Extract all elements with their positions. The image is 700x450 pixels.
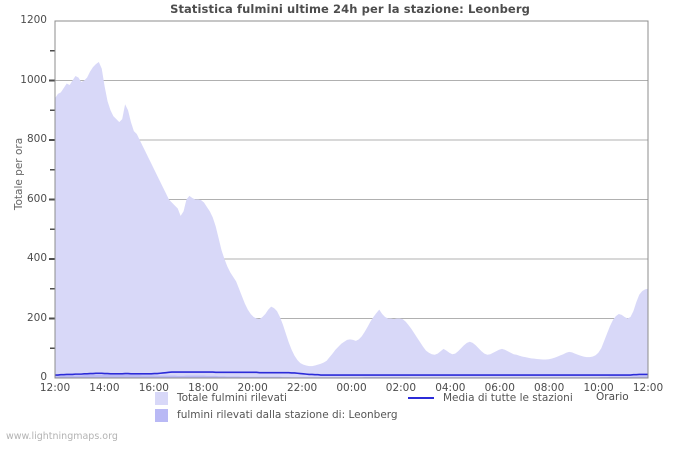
- legend-label-media: Media di tutte le stazioni: [443, 392, 573, 404]
- y-tick-label: 600: [26, 192, 47, 205]
- legend-item-totale: Totale fulmini rilevati: [155, 390, 287, 406]
- legend-swatch-totale: [155, 391, 168, 405]
- series-area-totale: [55, 62, 648, 379]
- x-tick-label: 22:00: [286, 382, 318, 394]
- x-tick-label: 12:00: [632, 382, 664, 394]
- x-tick-label: 16:00: [138, 382, 169, 394]
- legend-line-media: [408, 397, 434, 399]
- x-tick-label: 10:00: [583, 382, 614, 394]
- legend-swatch-leonberg: [155, 408, 168, 422]
- x-tick-label: 04:00: [435, 382, 466, 394]
- x-tick-label: 12:00: [39, 382, 71, 394]
- legend-item-media: Media di tutte le stazioni: [408, 390, 573, 406]
- y-tick-label: 1000: [20, 73, 47, 86]
- y-tick-label: 800: [26, 133, 47, 145]
- gridlines: [55, 20, 648, 319]
- x-tick-label: 02:00: [385, 382, 417, 394]
- y-tick-label: 0: [40, 371, 47, 383]
- y-tick-label: 200: [26, 311, 47, 324]
- plot-frame: [54, 20, 649, 379]
- x-tick-label: 00:00: [336, 382, 367, 394]
- legend-label-totale: Totale fulmini rilevati: [177, 392, 287, 404]
- x-axis-title: Orario: [596, 391, 629, 403]
- y-minor-ticks: [49, 49, 55, 350]
- y-tick-label: 1200: [20, 14, 47, 26]
- x-tick-label: 18:00: [188, 382, 219, 394]
- y-tick-label: 400: [26, 252, 47, 264]
- chart-legend: Totale fulmini rilevati fulmini rilevati…: [0, 390, 700, 424]
- series-area-leonberg: [55, 374, 648, 378]
- x-tick-label: 20:00: [237, 382, 268, 394]
- x-tick-label: 14:00: [89, 382, 120, 394]
- legend-label-leonberg: fulmini rilevati dalla stazione di: Leon…: [177, 409, 398, 421]
- legend-item-leonberg: fulmini rilevati dalla stazione di: Leon…: [155, 407, 398, 423]
- chart-title: Statistica fulmini ultime 24h per la sta…: [170, 2, 530, 16]
- site-watermark: www.lightningmaps.org: [6, 431, 118, 442]
- x-tick-label: 08:00: [534, 382, 565, 394]
- y-axis-title: Totale per ora: [13, 137, 25, 211]
- x-tick-label: 06:00: [484, 382, 515, 394]
- series-line-media: [55, 371, 648, 376]
